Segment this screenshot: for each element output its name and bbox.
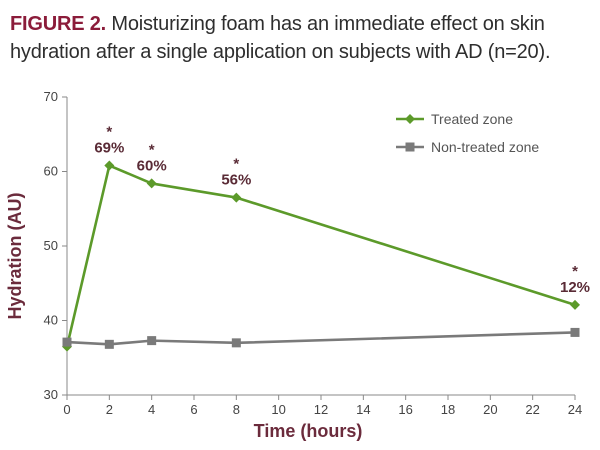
figure-caption-text: Moisturizing foam has an immediate effec… <box>10 13 551 63</box>
series-line-treated <box>65 164 576 347</box>
y-tick-label: 50 <box>44 238 58 253</box>
x-tick-label: 24 <box>568 402 582 417</box>
x-tick-label: 8 <box>233 402 240 417</box>
treated-point <box>146 178 157 189</box>
treated-point <box>104 160 115 171</box>
legend-marker-square <box>405 142 415 152</box>
series-line-non-treated <box>66 331 576 346</box>
percent-increase-label: 12% <box>560 279 590 296</box>
x-tick-label: 22 <box>525 402 539 417</box>
significance-star: * <box>572 263 578 280</box>
legend-label: Non-treated zone <box>431 139 539 155</box>
x-tick-label: 0 <box>63 402 70 417</box>
chart-legend: Treated zone Non-treated zone <box>396 111 539 155</box>
x-tick-label: 4 <box>148 402 155 417</box>
x-tick-label: 10 <box>271 402 285 417</box>
figure-label: FIGURE 2. <box>10 13 106 35</box>
x-axis-title: Time (hours) <box>254 421 363 441</box>
chart-annotations: *69% *60% *56%*12% <box>94 124 590 296</box>
treated-point <box>570 299 580 310</box>
x-tick-label: 14 <box>356 402 370 417</box>
percent-increase-label: 60% <box>137 157 167 174</box>
significance-star: * <box>106 124 112 141</box>
x-tick-label: 12 <box>314 402 328 417</box>
significance-star: * <box>149 141 155 158</box>
non-treated-point <box>62 337 72 347</box>
chart-series <box>62 160 580 352</box>
y-tick-label: 40 <box>44 313 58 328</box>
non-treated-point <box>147 336 157 346</box>
non-treated-point <box>570 327 580 337</box>
significance-star: * <box>233 156 239 173</box>
legend-label: Treated zone <box>431 111 513 127</box>
x-tick-label: 20 <box>483 402 497 417</box>
x-tick-label: 18 <box>441 402 455 417</box>
treated-point <box>231 192 242 203</box>
percent-increase-label: 69% <box>94 140 124 157</box>
y-axis-title: Hydration (AU) <box>5 193 25 320</box>
y-tick-label: 70 <box>44 89 58 104</box>
y-tick-label: 30 <box>44 387 58 402</box>
percent-increase-label: 56% <box>221 172 251 189</box>
x-tick-label: 6 <box>190 402 197 417</box>
legend-marker-diamond <box>405 114 415 124</box>
figure-caption: FIGURE 2. Moisturizing foam has an immed… <box>10 10 590 66</box>
non-treated-point <box>231 338 241 348</box>
x-tick-label: 2 <box>106 402 113 417</box>
x-tick-label: 16 <box>398 402 412 417</box>
non-treated-point <box>104 339 114 349</box>
y-tick-label: 60 <box>44 164 58 179</box>
